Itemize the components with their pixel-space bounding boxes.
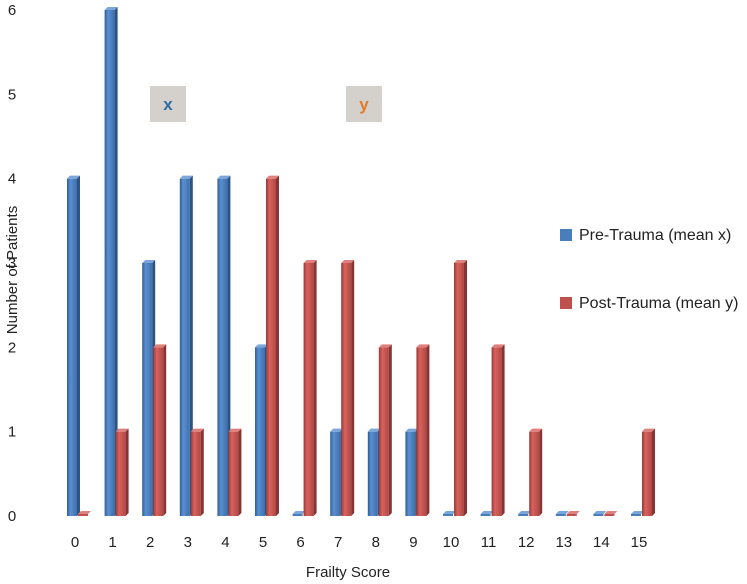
- y-tick-label: 3: [8, 255, 16, 272]
- x-tick-label: 6: [296, 534, 304, 551]
- x-tick-label: 9: [409, 534, 417, 551]
- x-tick-label: 3: [184, 534, 192, 551]
- legend: Pre-Trauma (mean x) Post-Trauma (mean y): [560, 227, 738, 312]
- bar-post-trauma: [266, 175, 279, 516]
- y-tick-label: 4: [8, 171, 16, 188]
- legend-swatch-post-trauma: [560, 297, 572, 309]
- bar-pre-trauma: [480, 511, 494, 516]
- bar-post-trauma: [228, 428, 242, 516]
- legend-label-pre-trauma: Pre-Trauma (mean x): [579, 227, 731, 244]
- bar-pre-trauma: [593, 511, 607, 516]
- bar-pre-trauma: [555, 511, 569, 516]
- annotation-label: y: [359, 95, 369, 114]
- x-tick-label: 10: [443, 534, 460, 551]
- y-tick-label: 2: [8, 339, 16, 356]
- y-tick-label: 6: [8, 2, 16, 19]
- bar-post-trauma: [454, 260, 467, 516]
- x-tick-label: 7: [334, 534, 342, 551]
- x-tick-label: 2: [146, 534, 154, 551]
- annotation-y: y: [346, 86, 382, 122]
- x-axis-title: Frailty Score: [306, 564, 390, 581]
- bar-post-trauma: [604, 511, 618, 516]
- x-tick-label: 11: [481, 534, 497, 551]
- bar-post-trauma: [642, 428, 655, 516]
- bar-pre-trauma: [104, 7, 118, 516]
- x-tick-label: 12: [518, 534, 535, 551]
- bar-post-trauma: [378, 344, 392, 516]
- bar-post-trauma: [416, 344, 430, 516]
- bar-pre-trauma: [67, 175, 80, 516]
- bar-pre-trauma: [443, 511, 456, 516]
- bar-post-trauma: [303, 260, 317, 516]
- annotation-x: x: [150, 86, 186, 122]
- bar-post-trauma: [190, 428, 204, 516]
- y-axis-ticks: 0 1 2 3 4 5 6: [8, 2, 16, 525]
- x-tick-label: 14: [593, 534, 610, 551]
- annotation-label: x: [163, 95, 173, 114]
- x-tick-label: 4: [221, 534, 229, 551]
- bar-post-trauma: [78, 511, 91, 516]
- x-tick-label: 5: [259, 534, 267, 551]
- y-tick-label: 5: [8, 86, 16, 103]
- legend-swatch-pre-trauma: [560, 229, 572, 241]
- bars-group: [67, 7, 655, 516]
- x-axis-ticks: 0 1 2 3 4 5 6 7 8 9 10 11 12 13 14 15: [71, 534, 648, 551]
- y-tick-label: 0: [8, 508, 16, 525]
- x-tick-label: 8: [372, 534, 380, 551]
- x-tick-label: 0: [71, 534, 79, 551]
- bar-post-trauma: [491, 344, 505, 516]
- bar-pre-trauma: [292, 511, 306, 516]
- x-tick-label: 15: [631, 534, 648, 551]
- bar-pre-trauma: [631, 511, 644, 516]
- bar-post-trauma: [115, 428, 129, 516]
- bar-post-trauma: [529, 428, 543, 516]
- legend-label-post-trauma: Post-Trauma (mean y): [579, 295, 738, 312]
- x-tick-label: 1: [108, 534, 116, 551]
- x-tick-label: 13: [555, 534, 572, 551]
- bar-post-trauma: [566, 511, 580, 516]
- bar-post-trauma: [341, 260, 355, 516]
- y-axis-title: Number of Patients: [4, 206, 21, 334]
- bar-post-trauma: [153, 344, 167, 516]
- bar-pre-trauma: [518, 511, 532, 516]
- y-tick-label: 1: [8, 424, 16, 441]
